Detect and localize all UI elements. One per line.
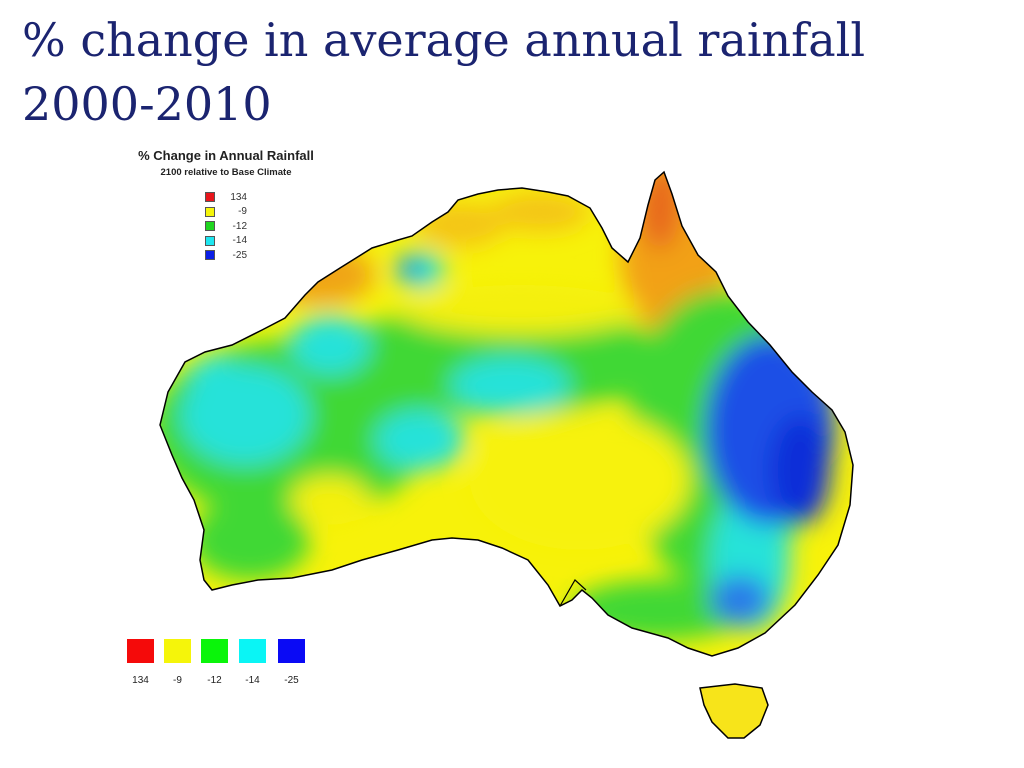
- large-legend-item-4: -25: [278, 639, 318, 686]
- inset-legend-item-4: -25: [205, 248, 247, 263]
- inset-legend: 134 -9 -12 -14 -25: [205, 190, 247, 263]
- large-legend-item-1: -9: [164, 639, 204, 686]
- large-legend-label-1: -9: [173, 675, 182, 686]
- slide-title: % change in average annual rainfall 2000…: [22, 13, 866, 131]
- inset-legend-item-1: -9: [205, 205, 247, 220]
- inset-legend-label-3: -14: [232, 235, 247, 247]
- inset-legend-swatch-4: [205, 250, 215, 261]
- large-legend-swatch-4: [278, 639, 305, 663]
- inset-legend-label-1: -9: [238, 206, 247, 218]
- inset-legend-item-0: 134: [205, 190, 247, 205]
- inset-legend-swatch-1: [205, 206, 215, 217]
- large-legend-swatch-3: [239, 639, 266, 663]
- gulf-outline: [559, 579, 587, 607]
- large-legend-item-2: -12: [201, 639, 241, 686]
- large-legend-item-3: -14: [239, 639, 279, 686]
- large-legend-label-4: -25: [284, 675, 299, 686]
- inset-legend-item-2: -12: [205, 219, 247, 234]
- inset-title-bg: [108, 146, 344, 184]
- inset-legend-swatch-3: [205, 235, 215, 246]
- inset-legend-swatch-0: [205, 192, 215, 203]
- large-legend-label-2: -12: [207, 675, 222, 686]
- inset-legend-item-3: -14: [205, 234, 247, 249]
- inset-legend-label-2: -12: [232, 220, 247, 232]
- inset-legend-label-4: -25: [232, 249, 247, 261]
- large-legend-swatch-2: [201, 639, 228, 663]
- tasmania: [699, 683, 769, 739]
- map-subtitle: 2100 relative to Base Climate: [160, 167, 292, 178]
- large-legend-swatch-0: [127, 639, 154, 663]
- large-legend-item-0: 134: [127, 639, 167, 686]
- map-title: % Change in Annual Rainfall: [138, 148, 314, 163]
- large-legend-label-0: 134: [132, 675, 149, 686]
- large-legend-swatch-1: [164, 639, 191, 663]
- rainfall-field: [160, 172, 853, 656]
- large-legend-label-3: -14: [245, 675, 260, 686]
- inset-legend-swatch-2: [205, 221, 215, 232]
- inset-legend-label-0: 134: [230, 191, 247, 203]
